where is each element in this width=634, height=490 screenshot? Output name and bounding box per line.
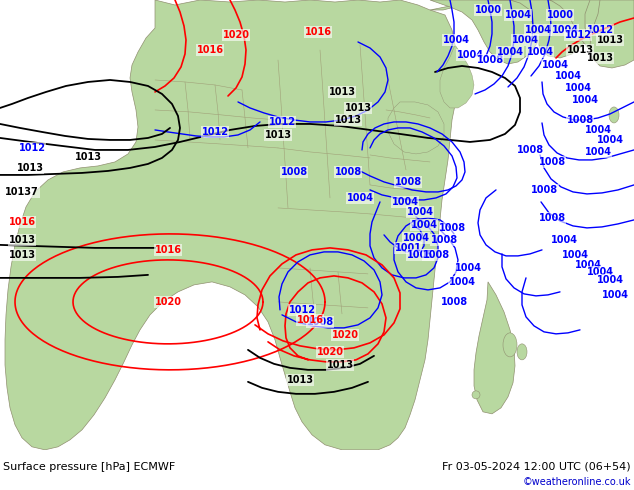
Text: 1004: 1004 bbox=[455, 263, 481, 273]
Text: 1012: 1012 bbox=[202, 127, 228, 137]
Text: 1004: 1004 bbox=[496, 47, 524, 57]
Text: 1012: 1012 bbox=[288, 305, 316, 315]
Text: 1013: 1013 bbox=[567, 45, 593, 55]
Text: 1016: 1016 bbox=[297, 315, 323, 325]
Ellipse shape bbox=[609, 107, 619, 123]
Text: 1004: 1004 bbox=[505, 10, 531, 20]
Text: 1020: 1020 bbox=[155, 297, 181, 307]
Text: 1012: 1012 bbox=[564, 30, 592, 40]
Text: 10137: 10137 bbox=[5, 187, 39, 197]
Text: 1008: 1008 bbox=[430, 235, 458, 245]
Text: 1004: 1004 bbox=[597, 275, 623, 285]
Text: 1004: 1004 bbox=[443, 35, 470, 45]
Text: 1013: 1013 bbox=[597, 35, 623, 45]
Text: 1013: 1013 bbox=[8, 250, 36, 260]
Text: 1008: 1008 bbox=[476, 55, 503, 65]
Text: 1004: 1004 bbox=[597, 135, 623, 145]
Polygon shape bbox=[590, 0, 634, 68]
Text: 1020: 1020 bbox=[332, 330, 358, 340]
Text: 1013: 1013 bbox=[344, 103, 372, 113]
Text: 1004: 1004 bbox=[555, 71, 581, 81]
Text: 1008: 1008 bbox=[566, 115, 593, 125]
Ellipse shape bbox=[503, 333, 517, 357]
Text: 1013: 1013 bbox=[328, 87, 356, 97]
Text: 1013: 1013 bbox=[287, 375, 313, 385]
Text: 1013: 1013 bbox=[327, 360, 354, 370]
Polygon shape bbox=[490, 0, 590, 58]
Text: 1012: 1012 bbox=[269, 117, 295, 127]
Text: 1013: 1013 bbox=[75, 152, 101, 162]
Text: 1008: 1008 bbox=[531, 185, 559, 195]
Text: 1004: 1004 bbox=[392, 197, 418, 207]
Polygon shape bbox=[440, 45, 474, 108]
Text: 1008: 1008 bbox=[306, 317, 333, 327]
Text: 1004: 1004 bbox=[552, 25, 578, 35]
Text: 1008: 1008 bbox=[538, 213, 566, 223]
Polygon shape bbox=[5, 0, 460, 450]
Text: 1016: 1016 bbox=[8, 217, 36, 227]
Text: 1001: 1001 bbox=[394, 243, 422, 253]
Text: 1008: 1008 bbox=[280, 167, 307, 177]
Text: 1013: 1013 bbox=[264, 130, 292, 140]
Text: 1004: 1004 bbox=[512, 35, 538, 45]
Ellipse shape bbox=[472, 391, 480, 399]
Text: 1004: 1004 bbox=[585, 147, 612, 157]
Text: 1016: 1016 bbox=[155, 245, 181, 255]
Text: 1008: 1008 bbox=[335, 167, 361, 177]
Text: 1012: 1012 bbox=[18, 143, 46, 153]
Text: 1004: 1004 bbox=[406, 207, 434, 217]
Text: 1016: 1016 bbox=[304, 27, 332, 37]
Text: 1004: 1004 bbox=[448, 277, 476, 287]
Text: 1008: 1008 bbox=[439, 223, 467, 233]
Text: 1004: 1004 bbox=[571, 95, 598, 105]
Text: 1004: 1004 bbox=[526, 47, 553, 57]
Polygon shape bbox=[430, 0, 540, 64]
Text: 1004: 1004 bbox=[410, 220, 437, 230]
Text: 1004: 1004 bbox=[586, 267, 614, 277]
Text: 1008: 1008 bbox=[517, 145, 543, 155]
Text: 1013: 1013 bbox=[586, 53, 614, 63]
Text: Fr 03-05-2024 12:00 UTC (06+54): Fr 03-05-2024 12:00 UTC (06+54) bbox=[442, 461, 631, 471]
Text: 1008: 1008 bbox=[538, 157, 566, 167]
Text: 1000: 1000 bbox=[547, 10, 574, 20]
Text: 1004: 1004 bbox=[524, 25, 552, 35]
Polygon shape bbox=[548, 0, 630, 54]
Text: 1004: 1004 bbox=[347, 193, 373, 203]
Polygon shape bbox=[430, 0, 548, 46]
Text: 1005: 1005 bbox=[406, 250, 434, 260]
Ellipse shape bbox=[517, 344, 527, 360]
Text: 1004: 1004 bbox=[585, 125, 612, 135]
Text: Surface pressure [hPa] ECMWF: Surface pressure [hPa] ECMWF bbox=[3, 462, 176, 472]
Text: 1004: 1004 bbox=[574, 260, 602, 270]
Polygon shape bbox=[585, 0, 634, 50]
Text: 1004: 1004 bbox=[564, 83, 592, 93]
Polygon shape bbox=[388, 102, 444, 154]
Polygon shape bbox=[474, 282, 515, 414]
Text: 1020: 1020 bbox=[316, 347, 344, 357]
Text: 1004: 1004 bbox=[403, 233, 429, 243]
Text: 1000: 1000 bbox=[474, 5, 501, 15]
Text: 1004: 1004 bbox=[602, 290, 628, 300]
Text: 1013: 1013 bbox=[335, 115, 361, 125]
Text: 1013: 1013 bbox=[16, 163, 44, 173]
Text: 1008: 1008 bbox=[394, 177, 422, 187]
Text: 1004: 1004 bbox=[550, 235, 578, 245]
Text: 1004: 1004 bbox=[456, 50, 484, 60]
Text: 1008: 1008 bbox=[422, 250, 450, 260]
Text: 1016: 1016 bbox=[197, 45, 224, 55]
Text: 1004: 1004 bbox=[562, 250, 588, 260]
Text: 1004: 1004 bbox=[541, 60, 569, 70]
Text: 1012: 1012 bbox=[586, 25, 614, 35]
Text: 1013: 1013 bbox=[8, 235, 36, 245]
Text: 1020: 1020 bbox=[223, 30, 250, 40]
Text: ©weatheronline.co.uk: ©weatheronline.co.uk bbox=[522, 477, 631, 487]
Text: 1008: 1008 bbox=[441, 297, 467, 307]
